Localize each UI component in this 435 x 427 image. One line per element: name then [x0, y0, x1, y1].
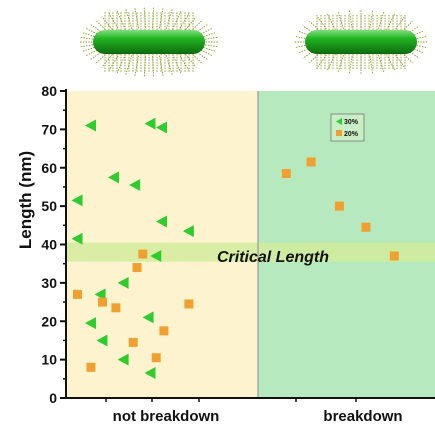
data-point-30-percent	[129, 179, 141, 192]
nanorod-dense-coating-illustration	[79, 7, 219, 77]
data-point-30-percent	[156, 121, 167, 134]
nanorod-sparse-coating-illustration	[293, 9, 429, 75]
data-point-20-percent	[138, 249, 148, 259]
data-point-20-percent	[334, 201, 344, 211]
data-point-30-percent	[182, 225, 194, 238]
data-point-20-percent	[86, 362, 96, 372]
legend-marker-30	[336, 118, 342, 125]
data-points	[71, 117, 399, 380]
x-category-breakdown: breakdown	[323, 408, 402, 425]
data-point-30-percent	[94, 288, 106, 301]
legend-marker-20	[336, 130, 342, 136]
data-point-30-percent	[96, 334, 108, 347]
y-tick-label: 60	[41, 160, 57, 176]
data-point-30-percent	[142, 311, 154, 324]
y-tick-label: 20	[41, 313, 57, 329]
critical-length-annotation: Critical Length	[217, 249, 329, 266]
data-point-30-percent	[71, 232, 83, 245]
y-tick-label: 70	[41, 121, 57, 137]
data-point-20-percent	[128, 337, 138, 347]
legend-label-30: 30%	[344, 119, 359, 126]
data-point-20-percent	[159, 326, 169, 336]
data-point-30-percent	[144, 117, 156, 130]
legend: 30% 20%	[330, 113, 365, 142]
data-point-30-percent	[108, 171, 119, 184]
data-point-30-percent	[84, 317, 96, 330]
y-tick-label: 50	[41, 198, 57, 214]
data-point-20-percent	[151, 353, 161, 363]
data-point-30-percent	[156, 215, 167, 228]
data-point-30-percent	[117, 276, 129, 289]
y-tick-label: 30	[41, 275, 57, 291]
data-point-30-percent	[144, 367, 156, 380]
y-tick-label: 0	[49, 390, 57, 406]
y-ticks: 0 10 20 30 40 50 60 70 80	[41, 83, 357, 406]
x-category-not-breakdown: not breakdown	[113, 408, 220, 425]
data-point-20-percent	[97, 297, 107, 307]
legend-label-20: 20%	[344, 131, 359, 138]
y-tick-label: 10	[41, 352, 57, 368]
legend-box	[330, 113, 365, 142]
data-point-20-percent	[361, 222, 371, 232]
data-point-20-percent	[73, 289, 83, 299]
data-point-20-percent	[281, 169, 291, 179]
data-point-20-percent	[132, 263, 142, 273]
data-point-20-percent	[111, 303, 121, 313]
data-point-20-percent	[389, 251, 399, 261]
data-point-30-percent	[117, 353, 129, 366]
y-tick-label: 40	[41, 237, 57, 253]
data-point-30-percent	[71, 194, 83, 207]
y-axis-title: Length (nm)	[16, 151, 35, 249]
data-point-30-percent	[84, 119, 96, 132]
data-point-30-percent	[150, 250, 162, 263]
y-tick-label: 80	[41, 83, 57, 99]
data-point-20-percent	[306, 157, 316, 167]
data-point-20-percent	[184, 299, 194, 309]
